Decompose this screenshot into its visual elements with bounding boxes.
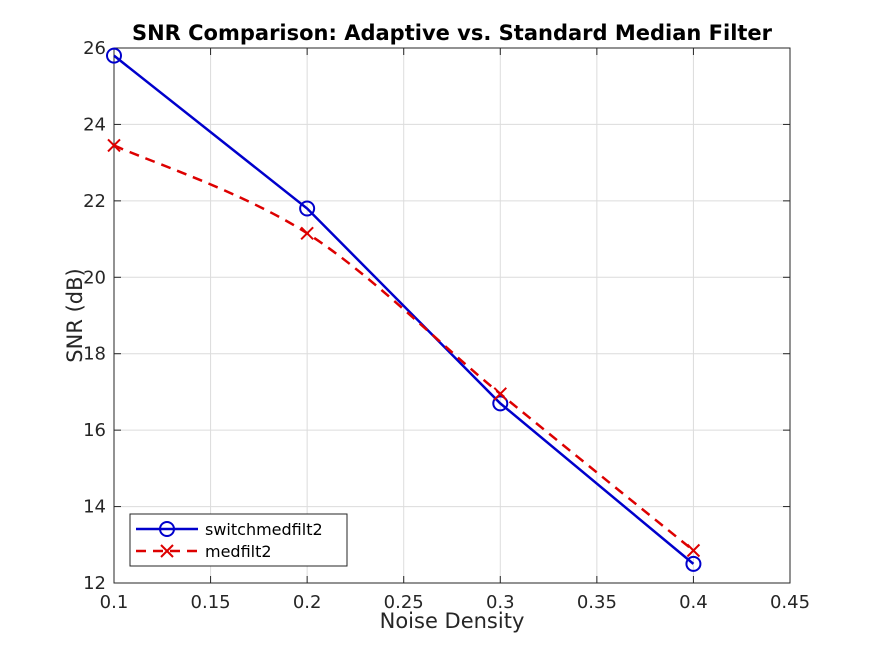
series-group <box>106 47 702 572</box>
y-axis-label: SNR (dB) <box>63 268 87 362</box>
x-tick-label: 0.4 <box>679 592 708 613</box>
legend-label: switchmedfilt2 <box>205 520 323 539</box>
x-marker-stroke <box>107 138 121 153</box>
data-point-medfilt2 <box>686 543 701 558</box>
x-marker-stroke <box>493 387 507 401</box>
y-tick-label: 22 <box>83 191 106 212</box>
legend: switchmedfilt2 medfilt2 <box>129 513 348 567</box>
axis-ticks: 0.1 0.15 0.2 0.25 0.3 0.35 0.4 0.45 12 14 16 18 20 22… <box>83 38 810 613</box>
grid <box>114 48 790 583</box>
x-tick-label: 0.2 <box>293 592 322 613</box>
legend-label: medfilt2 <box>205 542 272 561</box>
x-tick-label: 0.3 <box>486 592 515 613</box>
x-marker-stroke <box>686 543 701 558</box>
data-point-medfilt2 <box>493 387 507 401</box>
chart-title: SNR Comparison: Adaptive vs. Standard Me… <box>132 21 773 45</box>
y-tick-label: 14 <box>83 497 106 518</box>
data-point-switchmedfilt2 <box>492 395 509 412</box>
legend-marker-switchmedfilt2 <box>159 521 175 537</box>
series-line-medfilt2 <box>113 144 695 552</box>
x-marker-stroke <box>160 544 174 558</box>
plot-area-frame <box>113 47 791 584</box>
x-tick-label: 0.45 <box>770 592 810 613</box>
x-tick-label: 0.25 <box>384 592 424 613</box>
data-point-medfilt2 <box>300 226 314 241</box>
series-line-switchmedfilt2 <box>113 54 695 565</box>
x-tick-label: 0.1 <box>100 592 129 613</box>
y-tick-label: 16 <box>83 420 106 441</box>
y-tick-label: 20 <box>83 267 106 288</box>
data-point-switchmedfilt2 <box>685 555 702 572</box>
data-point-medfilt2 <box>107 138 121 153</box>
x-tick-label: 0.35 <box>577 592 617 613</box>
data-point-switchmedfilt2 <box>299 200 316 217</box>
x-axis-label: Noise Density <box>380 609 525 633</box>
data-point-switchmedfilt2 <box>106 47 122 64</box>
y-tick-label: 12 <box>83 573 106 594</box>
x-tick-label: 0.15 <box>191 592 231 613</box>
y-tick-label: 24 <box>83 114 106 135</box>
legend-marker-medfilt2 <box>160 544 174 558</box>
y-tick-label: 26 <box>83 38 106 59</box>
y-tick-label: 18 <box>83 344 106 365</box>
x-marker-stroke <box>300 226 314 241</box>
